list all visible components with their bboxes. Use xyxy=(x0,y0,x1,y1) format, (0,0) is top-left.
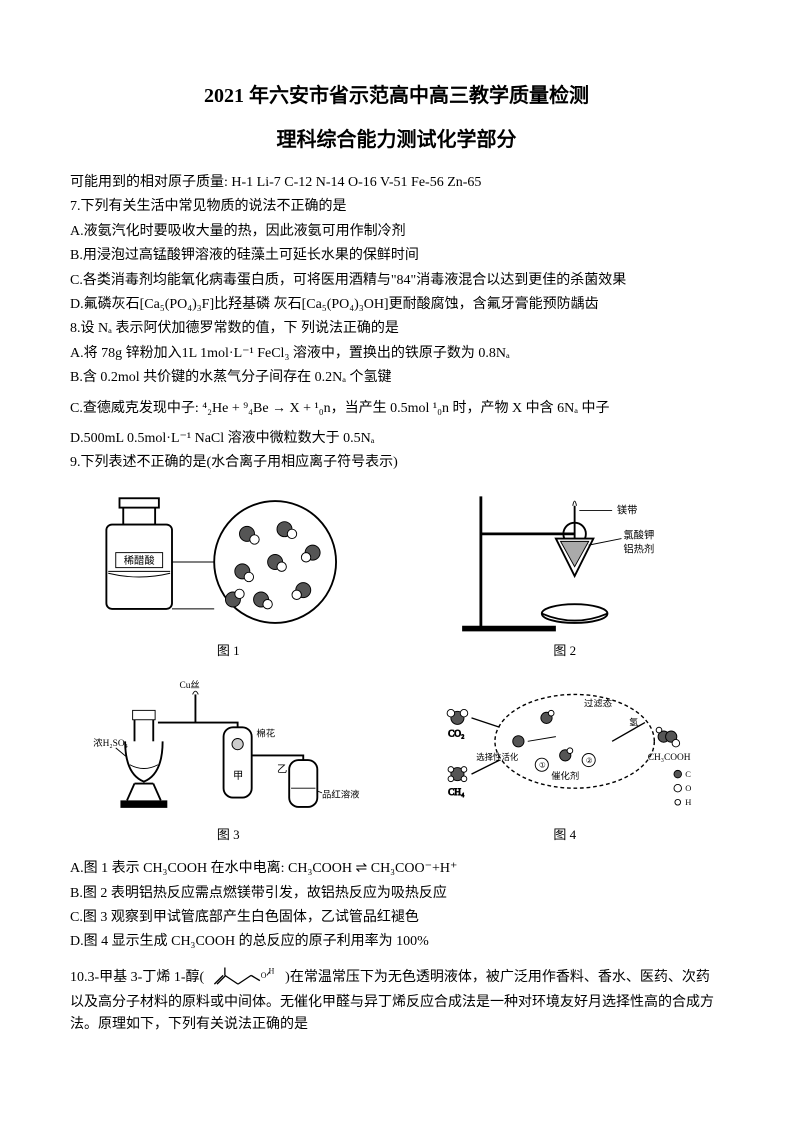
fig4-legend-h: H xyxy=(685,798,691,808)
fig2-mg: 镁带 xyxy=(616,503,637,516)
fig4-catalyst: 催化剂 xyxy=(551,770,579,782)
svg-text:H: H xyxy=(268,966,274,975)
fig2-al: 铝热剂 xyxy=(623,542,654,555)
fig4-product: CH₃COOH xyxy=(647,754,690,764)
q9-opt-a: A.图 1 表示 CH₃COOH 在水中电离: CH₃COOH ⇌ CH₃COO… xyxy=(70,858,723,880)
fig3-yi: 乙 xyxy=(277,764,287,776)
q8-opt-d: D.500mL 0.5mol·L⁻¹ NaCl 溶液中微粒数大于 0.5Nₐ xyxy=(70,428,723,450)
fig4-legend-o: O xyxy=(685,783,691,793)
q8-opt-b: B.含 0.2mol 共价键的水蒸气分子间存在 0.2Nₐ 个氢键 xyxy=(70,367,723,389)
figure-2: 镁带 氯酸钾 铝热剂 图 2 xyxy=(407,487,724,662)
fig3-jia: 甲 xyxy=(233,771,243,782)
reaction-mechanism-icon: CO₂ CH₄ 选择性活化 催化剂 过滤态 ① ② 氢 CH₃COOH xyxy=(407,671,724,821)
svg-text:O: O xyxy=(260,971,266,980)
molecule-structure-icon: O H xyxy=(210,964,280,992)
svg-text:②: ② xyxy=(585,756,592,765)
fig1-label: 图 1 xyxy=(217,641,240,662)
fig1-caption: 稀醋酸 xyxy=(124,554,155,567)
q10-stem: 10.3-甲基 3-丁烯 1-醇( O H )在常温常压下为无色透明液体，被广泛… xyxy=(70,964,723,1037)
q7-opt-a: A.液氨汽化时要吸收大量的热，因此液氨可用作制冷剂 xyxy=(70,221,723,243)
fig3-red: 品红溶液 xyxy=(322,789,360,801)
fig4-ch4: CH₄ xyxy=(448,788,464,798)
q7-opt-d: D.氟磷灰石[Ca₅(PO₄)₃F]比羟基磷 灰石[Ca₅(PO₄)₃OH]更耐… xyxy=(70,294,723,316)
q8-c-eq: ⁴₂He + ⁹₄Be → X + ¹₀n xyxy=(202,401,330,416)
fig3-cu: Cu丝 xyxy=(180,679,200,691)
fig3-label: 图 3 xyxy=(217,825,240,846)
q7-opt-b: B.用浸泡过高锰酸钾溶液的硅藻土可延长水果的保鲜时间 xyxy=(70,245,723,267)
fig3-cotton: 棉花 xyxy=(256,728,275,740)
q8-stem: 8.设 Nₐ 表示阿伏加德罗常数的值，下 列说法正确的是 xyxy=(70,318,723,340)
bottle-particles-icon: 稀醋酸 xyxy=(70,487,387,637)
fig4-select: 选择性活化 xyxy=(476,753,519,763)
figure-3: 浓H₂SO₄ Cu丝 棉花 甲 乙 品红溶液 图 3 xyxy=(70,671,387,846)
thermite-stand-icon: 镁带 氯酸钾 铝热剂 xyxy=(407,487,724,637)
title-sub: 理科综合能力测试化学部分 xyxy=(70,124,723,156)
atomic-masses: 可能用到的相对原子质量: H-1 Li-7 C-12 N-14 O-16 V-5… xyxy=(70,172,723,194)
figure-4: CO₂ CH₄ 选择性活化 催化剂 过滤态 ① ② 氢 CH₃COOH xyxy=(407,671,724,846)
q8-opt-c: C.查德威克发现中子: ⁴₂He + ⁹₄Be → X + ¹₀n，当产生 0.… xyxy=(70,398,723,420)
fig2-label: 图 2 xyxy=(553,641,576,662)
title-main: 2021 年六安市省示范高中高三教学质量检测 xyxy=(70,80,723,112)
fig4-filter: 过滤态 xyxy=(584,698,612,710)
figure-grid: 稀醋酸 图 1 xyxy=(70,487,723,847)
q7-stem: 7.下列有关生活中常见物质的说法不正确的是 xyxy=(70,196,723,218)
fig4-h2: 氢 xyxy=(629,717,639,729)
q9-opt-b: B.图 2 表明铝热反应需点燃镁带引发，故铝热反应为吸热反应 xyxy=(70,883,723,905)
q8-opt-a: A.将 78g 锌粉加入1L 1mol·L⁻¹ FeCl₃ 溶液中，置换出的铁原… xyxy=(70,343,723,365)
fig4-label: 图 4 xyxy=(553,825,576,846)
fig4-co2: CO₂ xyxy=(448,730,464,740)
fig3-h2so4: 浓H₂SO₄ xyxy=(93,737,128,749)
q10-pre: 10.3-甲基 3-丁烯 1-醇( xyxy=(70,970,204,985)
apparatus-tubes-icon: 浓H₂SO₄ Cu丝 棉花 甲 乙 品红溶液 xyxy=(70,671,387,821)
q8-c-pre: C.查德威克发现中子: xyxy=(70,401,202,416)
fig2-kcl: 氯酸钾 xyxy=(623,528,654,541)
svg-text:①: ① xyxy=(539,761,546,770)
q7-opt-c: C.各类消毒剂均能氧化病毒蛋白质，可将医用酒精与"84"消毒液混合以达到更佳的杀… xyxy=(70,270,723,292)
fig4-legend-c: C xyxy=(685,769,691,779)
q9-stem: 9.下列表述不正确的是(水合离子用相应离子符号表示) xyxy=(70,452,723,474)
figure-1: 稀醋酸 图 1 xyxy=(70,487,387,662)
q9-opt-d: D.图 4 显示生成 CH₃COOH 的总反应的原子利用率为 100% xyxy=(70,931,723,953)
q8-c-post: ，当产生 0.5mol ¹₀n 时，产物 X 中含 6Nₐ 中子 xyxy=(331,401,610,416)
q9-opt-c: C.图 3 观察到甲试管底部产生白色固体，乙试管品红褪色 xyxy=(70,907,723,929)
